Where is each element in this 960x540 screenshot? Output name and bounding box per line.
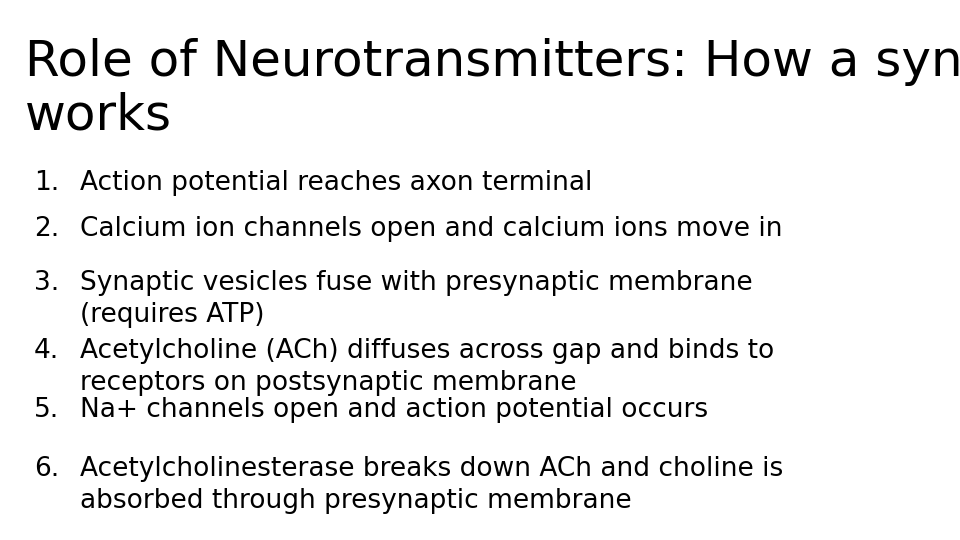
- Text: Calcium ion channels open and calcium ions move in: Calcium ion channels open and calcium io…: [81, 216, 782, 242]
- Text: 6.: 6.: [34, 456, 60, 482]
- Text: 4.: 4.: [34, 338, 60, 363]
- Text: 2.: 2.: [34, 216, 60, 242]
- Text: 3.: 3.: [34, 270, 60, 296]
- Text: Na+ channels open and action potential occurs: Na+ channels open and action potential o…: [81, 397, 708, 423]
- Text: Synaptic vesicles fuse with presynaptic membrane
(requires ATP): Synaptic vesicles fuse with presynaptic …: [81, 270, 753, 328]
- Text: Role of Neurotransmitters: How a synapse
works: Role of Neurotransmitters: How a synapse…: [25, 38, 960, 139]
- Text: 5.: 5.: [34, 397, 60, 423]
- Text: Acetylcholinesterase breaks down ACh and choline is
absorbed through presynaptic: Acetylcholinesterase breaks down ACh and…: [81, 456, 783, 514]
- Text: 1.: 1.: [34, 170, 60, 196]
- Text: Action potential reaches axon terminal: Action potential reaches axon terminal: [81, 170, 592, 196]
- Text: Acetylcholine (ACh) diffuses across gap and binds to
receptors on postsynaptic m: Acetylcholine (ACh) diffuses across gap …: [81, 338, 775, 395]
